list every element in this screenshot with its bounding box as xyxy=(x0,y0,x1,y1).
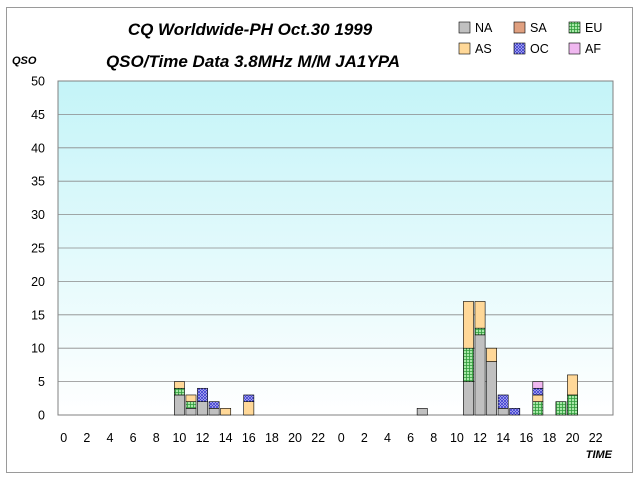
bar-na xyxy=(197,401,208,416)
x-tick-label: 16 xyxy=(519,431,533,445)
bar-as xyxy=(474,301,486,329)
x-tick-label: 14 xyxy=(496,431,510,445)
bar-eu xyxy=(185,401,197,409)
y-tick-label: 0 xyxy=(38,409,45,423)
bar-eu xyxy=(463,347,474,382)
bar-eu xyxy=(474,327,486,336)
bar-eu xyxy=(532,401,544,416)
x-tick-label: 22 xyxy=(311,431,325,445)
chart-title: CQ Worldwide-PH Oct.30 1999 xyxy=(128,20,373,39)
bar-eu xyxy=(555,401,567,416)
bar-as xyxy=(463,301,474,349)
bar-as xyxy=(174,381,185,389)
legend-label-na: NA xyxy=(475,21,493,35)
x-tick-label: 20 xyxy=(566,431,580,445)
x-tick-label: 10 xyxy=(450,431,464,445)
y-tick-label: 40 xyxy=(31,141,45,155)
legend-swatch-af xyxy=(568,42,581,55)
bar-na xyxy=(208,408,220,416)
bar-na xyxy=(416,408,428,416)
x-tick-label: 20 xyxy=(288,431,302,445)
legend-swatch-oc xyxy=(513,42,526,55)
legend-swatch-eu xyxy=(568,21,581,34)
x-tick-label: 2 xyxy=(83,431,90,445)
bar-oc xyxy=(509,408,521,416)
x-tick-label: 16 xyxy=(242,431,256,445)
bar-as xyxy=(243,401,255,416)
qso-time-chart: CQ Worldwide-PH Oct.30 1999 QSO/Time Dat… xyxy=(12,20,614,461)
bar-na xyxy=(185,408,197,416)
y-tick-label: 45 xyxy=(31,108,45,122)
y-tick-label: 15 xyxy=(31,308,45,322)
y-tick-label: 10 xyxy=(31,342,45,356)
bar-eu xyxy=(567,394,578,416)
x-tick-label: 10 xyxy=(172,431,186,445)
bar-eu xyxy=(174,387,185,396)
bar-oc xyxy=(532,387,544,396)
x-tick-label: 4 xyxy=(107,431,114,445)
x-axis-label: TIME xyxy=(586,449,613,461)
y-tick-label: 25 xyxy=(31,242,45,256)
bar-oc xyxy=(497,394,509,409)
x-tick-label: 18 xyxy=(265,431,279,445)
bar-na xyxy=(474,334,486,416)
x-tick-label: 12 xyxy=(473,431,487,445)
legend-swatch-na xyxy=(458,21,471,34)
legend-label-af: AF xyxy=(585,42,601,56)
legend-swatch-as xyxy=(458,42,471,55)
bar-na xyxy=(497,408,509,416)
x-tick-label: 18 xyxy=(542,431,556,445)
legend-label-eu: EU xyxy=(585,21,602,35)
y-tick-label: 20 xyxy=(31,275,45,289)
bar-oc xyxy=(243,394,255,402)
bar-oc xyxy=(208,401,220,409)
x-tick-label: 14 xyxy=(219,431,233,445)
gridlines xyxy=(58,114,613,383)
bar-as xyxy=(185,394,197,402)
x-tick-label: 8 xyxy=(430,431,437,445)
legend-label-sa: SA xyxy=(530,21,547,35)
x-tick-label: 12 xyxy=(196,431,210,445)
bar-af xyxy=(532,381,544,389)
x-tick-label: 4 xyxy=(384,431,391,445)
bar-na xyxy=(463,381,474,416)
bar-as xyxy=(220,408,232,416)
y-axis-label: QSO xyxy=(12,55,37,67)
x-tick-label: 0 xyxy=(60,431,67,445)
chart-subtitle: QSO/Time Data 3.8MHz M/M JA1YPA xyxy=(106,52,400,71)
legend-label-oc: OC xyxy=(530,42,549,56)
bar-as xyxy=(486,347,497,362)
legend-swatch-sa xyxy=(513,21,526,34)
chart-frame: CQ Worldwide-PH Oct.30 1999 QSO/Time Dat… xyxy=(6,7,633,473)
x-tick-label: 6 xyxy=(130,431,137,445)
x-tick-label: 6 xyxy=(407,431,414,445)
legend: NA SA EU AS OC AF xyxy=(458,21,602,56)
y-tick-label: 50 xyxy=(31,75,45,89)
bar-oc xyxy=(197,387,208,402)
y-tick-label: 35 xyxy=(31,175,45,189)
bar-as xyxy=(532,394,544,402)
x-tick-labels: 0 2 4 6 8 10 12 14 16 18 20 22 0 2 4 6 8 10 12 14 16 18 20 22 xyxy=(60,431,602,445)
x-tick-label: 8 xyxy=(153,431,160,445)
x-tick-label: 22 xyxy=(589,431,603,445)
y-tick-label: 30 xyxy=(31,208,45,222)
bars xyxy=(174,301,578,416)
x-tick-label: 2 xyxy=(361,431,368,445)
x-tick-label: 0 xyxy=(338,431,345,445)
bar-na xyxy=(174,394,185,416)
y-tick-label: 5 xyxy=(38,375,45,389)
y-tick-labels: 0 5 10 15 20 25 30 35 40 45 50 xyxy=(31,75,45,423)
bar-as xyxy=(567,374,578,396)
bar-na xyxy=(486,361,497,416)
legend-label-as: AS xyxy=(475,42,492,56)
